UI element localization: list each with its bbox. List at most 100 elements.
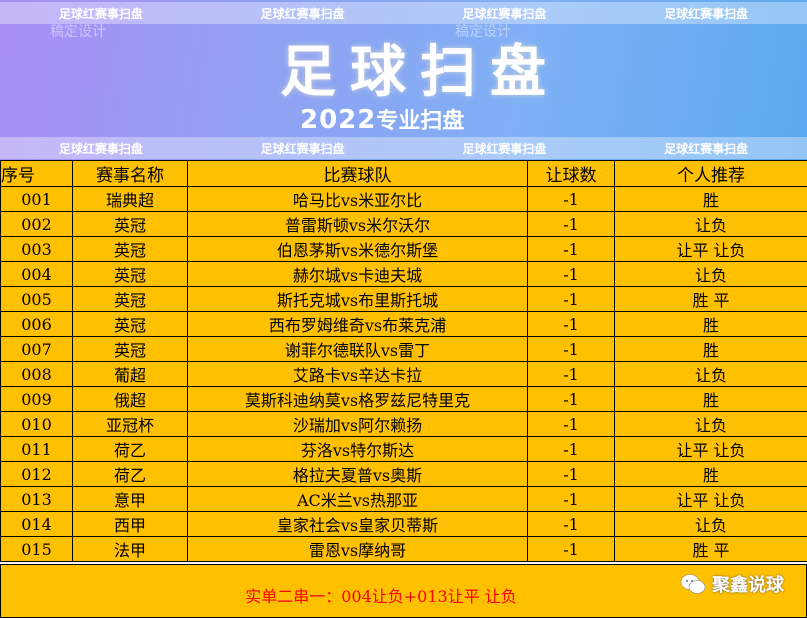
row-teams: 芬洛vs特尔斯达	[187, 436, 528, 462]
row-league: 英冠	[72, 261, 188, 287]
row-teams: 西布罗姆维奇vs布莱克浦	[187, 311, 528, 337]
banner-image: 足球红赛事扫盘 足球红赛事扫盘 足球红赛事扫盘 足球红赛事扫盘 稿定设计 稿定设…	[0, 0, 807, 160]
row-league: 荷乙	[72, 461, 188, 487]
row-index: 005	[0, 286, 73, 312]
row-index: 014	[0, 511, 73, 537]
row-index: 011	[0, 436, 73, 462]
table-row: 007 英冠 谢菲尔德联队vs雷丁 -1 胜	[0, 336, 807, 362]
row-league: 英冠	[72, 336, 188, 362]
row-pick: 让负	[614, 211, 807, 237]
row-teams: 赫尔城vs卡迪夫城	[187, 261, 528, 287]
row-index: 006	[0, 311, 73, 337]
row-index: 009	[0, 386, 73, 412]
row-league: 葡超	[72, 361, 188, 387]
row-index: 008	[0, 361, 73, 387]
row-pick: 让负	[614, 261, 807, 287]
strip-text: 足球红赛事扫盘	[462, 6, 547, 21]
row-league: 西甲	[72, 511, 188, 537]
strip-text: 足球红赛事扫盘	[260, 141, 345, 156]
row-league: 亚冠杯	[72, 411, 188, 437]
row-handicap: -1	[527, 336, 615, 362]
table-row: 005 英冠 斯托克城vs布里斯托城 -1 胜 平	[0, 286, 807, 312]
header-league: 赛事名称	[72, 160, 188, 187]
row-pick: 让平 让负	[614, 236, 807, 262]
table-row: 013 意甲 AC米兰vs热那亚 -1 让平 让负	[0, 486, 807, 512]
table-row: 011 荷乙 芬洛vs特尔斯达 -1 让平 让负	[0, 436, 807, 462]
row-teams: 伯恩茅斯vs米德尔斯堡	[187, 236, 528, 262]
row-handicap: -1	[527, 436, 615, 462]
banner-subtitle: 2022专业扫盘	[300, 105, 464, 135]
table-row: 010 亚冠杯 沙瑞加vs阿尔赖扬 -1 让负	[0, 411, 807, 437]
row-teams: 谢菲尔德联队vs雷丁	[187, 336, 528, 362]
table-row: 003 英冠 伯恩茅斯vs米德尔斯堡 -1 让平 让负	[0, 236, 807, 262]
row-teams: 皇家社会vs皇家贝蒂斯	[187, 511, 528, 537]
row-league: 俄超	[72, 386, 188, 412]
row-handicap: -1	[527, 486, 615, 512]
row-index: 002	[0, 211, 73, 237]
table-row: 006 英冠 西布罗姆维奇vs布莱克浦 -1 胜	[0, 311, 807, 337]
row-pick: 胜	[614, 186, 807, 212]
row-index: 013	[0, 486, 73, 512]
banner-subtitle-text: 专业扫盘	[376, 109, 465, 134]
row-pick: 胜	[614, 386, 807, 412]
row-pick: 让负	[614, 511, 807, 537]
table-row: 004 英冠 赫尔城vs卡迪夫城 -1 让负	[0, 261, 807, 287]
row-teams: 艾路卡vs辛达卡拉	[187, 361, 528, 387]
strip-text: 足球红赛事扫盘	[58, 6, 143, 21]
row-teams: 斯托克城vs布里斯托城	[187, 286, 528, 312]
row-teams: 格拉夫夏普vs奥斯	[187, 461, 528, 487]
strip-text: 足球红赛事扫盘	[58, 141, 143, 156]
row-pick: 让负	[614, 361, 807, 387]
row-league: 法甲	[72, 536, 188, 562]
row-teams: 普雷斯顿vs米尔沃尔	[187, 211, 528, 237]
strip-text: 足球红赛事扫盘	[260, 6, 345, 21]
row-league: 英冠	[72, 311, 188, 337]
row-handicap: -1	[527, 511, 615, 537]
watermark: 稿定设计	[50, 24, 106, 40]
row-teams: 哈马比vs米亚尔比	[187, 186, 528, 212]
banner-bottom-strip: 足球红赛事扫盘 足球红赛事扫盘 足球红赛事扫盘 足球红赛事扫盘	[0, 137, 807, 159]
row-pick: 让平 让负	[614, 436, 807, 462]
row-handicap: -1	[527, 261, 615, 287]
row-league: 英冠	[72, 236, 188, 262]
row-index: 001	[0, 186, 73, 212]
row-league: 荷乙	[72, 436, 188, 462]
row-pick: 让负	[614, 411, 807, 437]
row-handicap: -1	[527, 461, 615, 487]
row-handicap: -1	[527, 411, 615, 437]
table-row: 002 英冠 普雷斯顿vs米尔沃尔 -1 让负	[0, 211, 807, 237]
row-teams: 沙瑞加vs阿尔赖扬	[187, 411, 528, 437]
footer: 实单二串一：004让负+013让平 让负 聚鑫说球	[0, 564, 807, 618]
row-pick: 胜	[614, 336, 807, 362]
header-index: 序号	[0, 160, 73, 187]
brand-name: 聚鑫说球	[712, 575, 784, 596]
row-pick: 让平 让负	[614, 486, 807, 512]
header-pick: 个人推荐	[614, 160, 807, 187]
table-row: 008 葡超 艾路卡vs辛达卡拉 -1 让负	[0, 361, 807, 387]
row-handicap: -1	[527, 361, 615, 387]
row-pick: 胜	[614, 461, 807, 487]
header-teams: 比赛球队	[187, 160, 528, 187]
row-league: 英冠	[72, 211, 188, 237]
row-index: 004	[0, 261, 73, 287]
row-teams: 莫斯科迪纳莫vs格罗兹尼特里克	[187, 386, 528, 412]
match-table: 序号 赛事名称 比赛球队 让球数 个人推荐 001 瑞典超 哈马比vs米亚尔比 -1 胜…	[0, 160, 807, 562]
banner-year: 2022	[300, 105, 377, 135]
row-index: 003	[0, 236, 73, 262]
strip-text: 足球红赛事扫盘	[462, 141, 547, 156]
row-handicap: -1	[527, 536, 615, 562]
row-pick: 胜	[614, 311, 807, 337]
row-handicap: -1	[527, 286, 615, 312]
table-row: 014 西甲 皇家社会vs皇家贝蒂斯 -1 让负	[0, 511, 807, 537]
table-row: 009 俄超 莫斯科迪纳莫vs格罗兹尼特里克 -1 胜	[0, 386, 807, 412]
row-handicap: -1	[527, 186, 615, 212]
row-league: 英冠	[72, 286, 188, 312]
watermark: 稿定设计	[455, 24, 511, 40]
row-index: 010	[0, 411, 73, 437]
table-row: 001 瑞典超 哈马比vs米亚尔比 -1 胜	[0, 186, 807, 212]
row-handicap: -1	[527, 311, 615, 337]
strip-text: 足球红赛事扫盘	[664, 141, 749, 156]
banner-top-strip: 足球红赛事扫盘 足球红赛事扫盘 足球红赛事扫盘 足球红赛事扫盘	[0, 2, 807, 24]
row-pick: 胜 平	[614, 286, 807, 312]
row-league: 瑞典超	[72, 186, 188, 212]
